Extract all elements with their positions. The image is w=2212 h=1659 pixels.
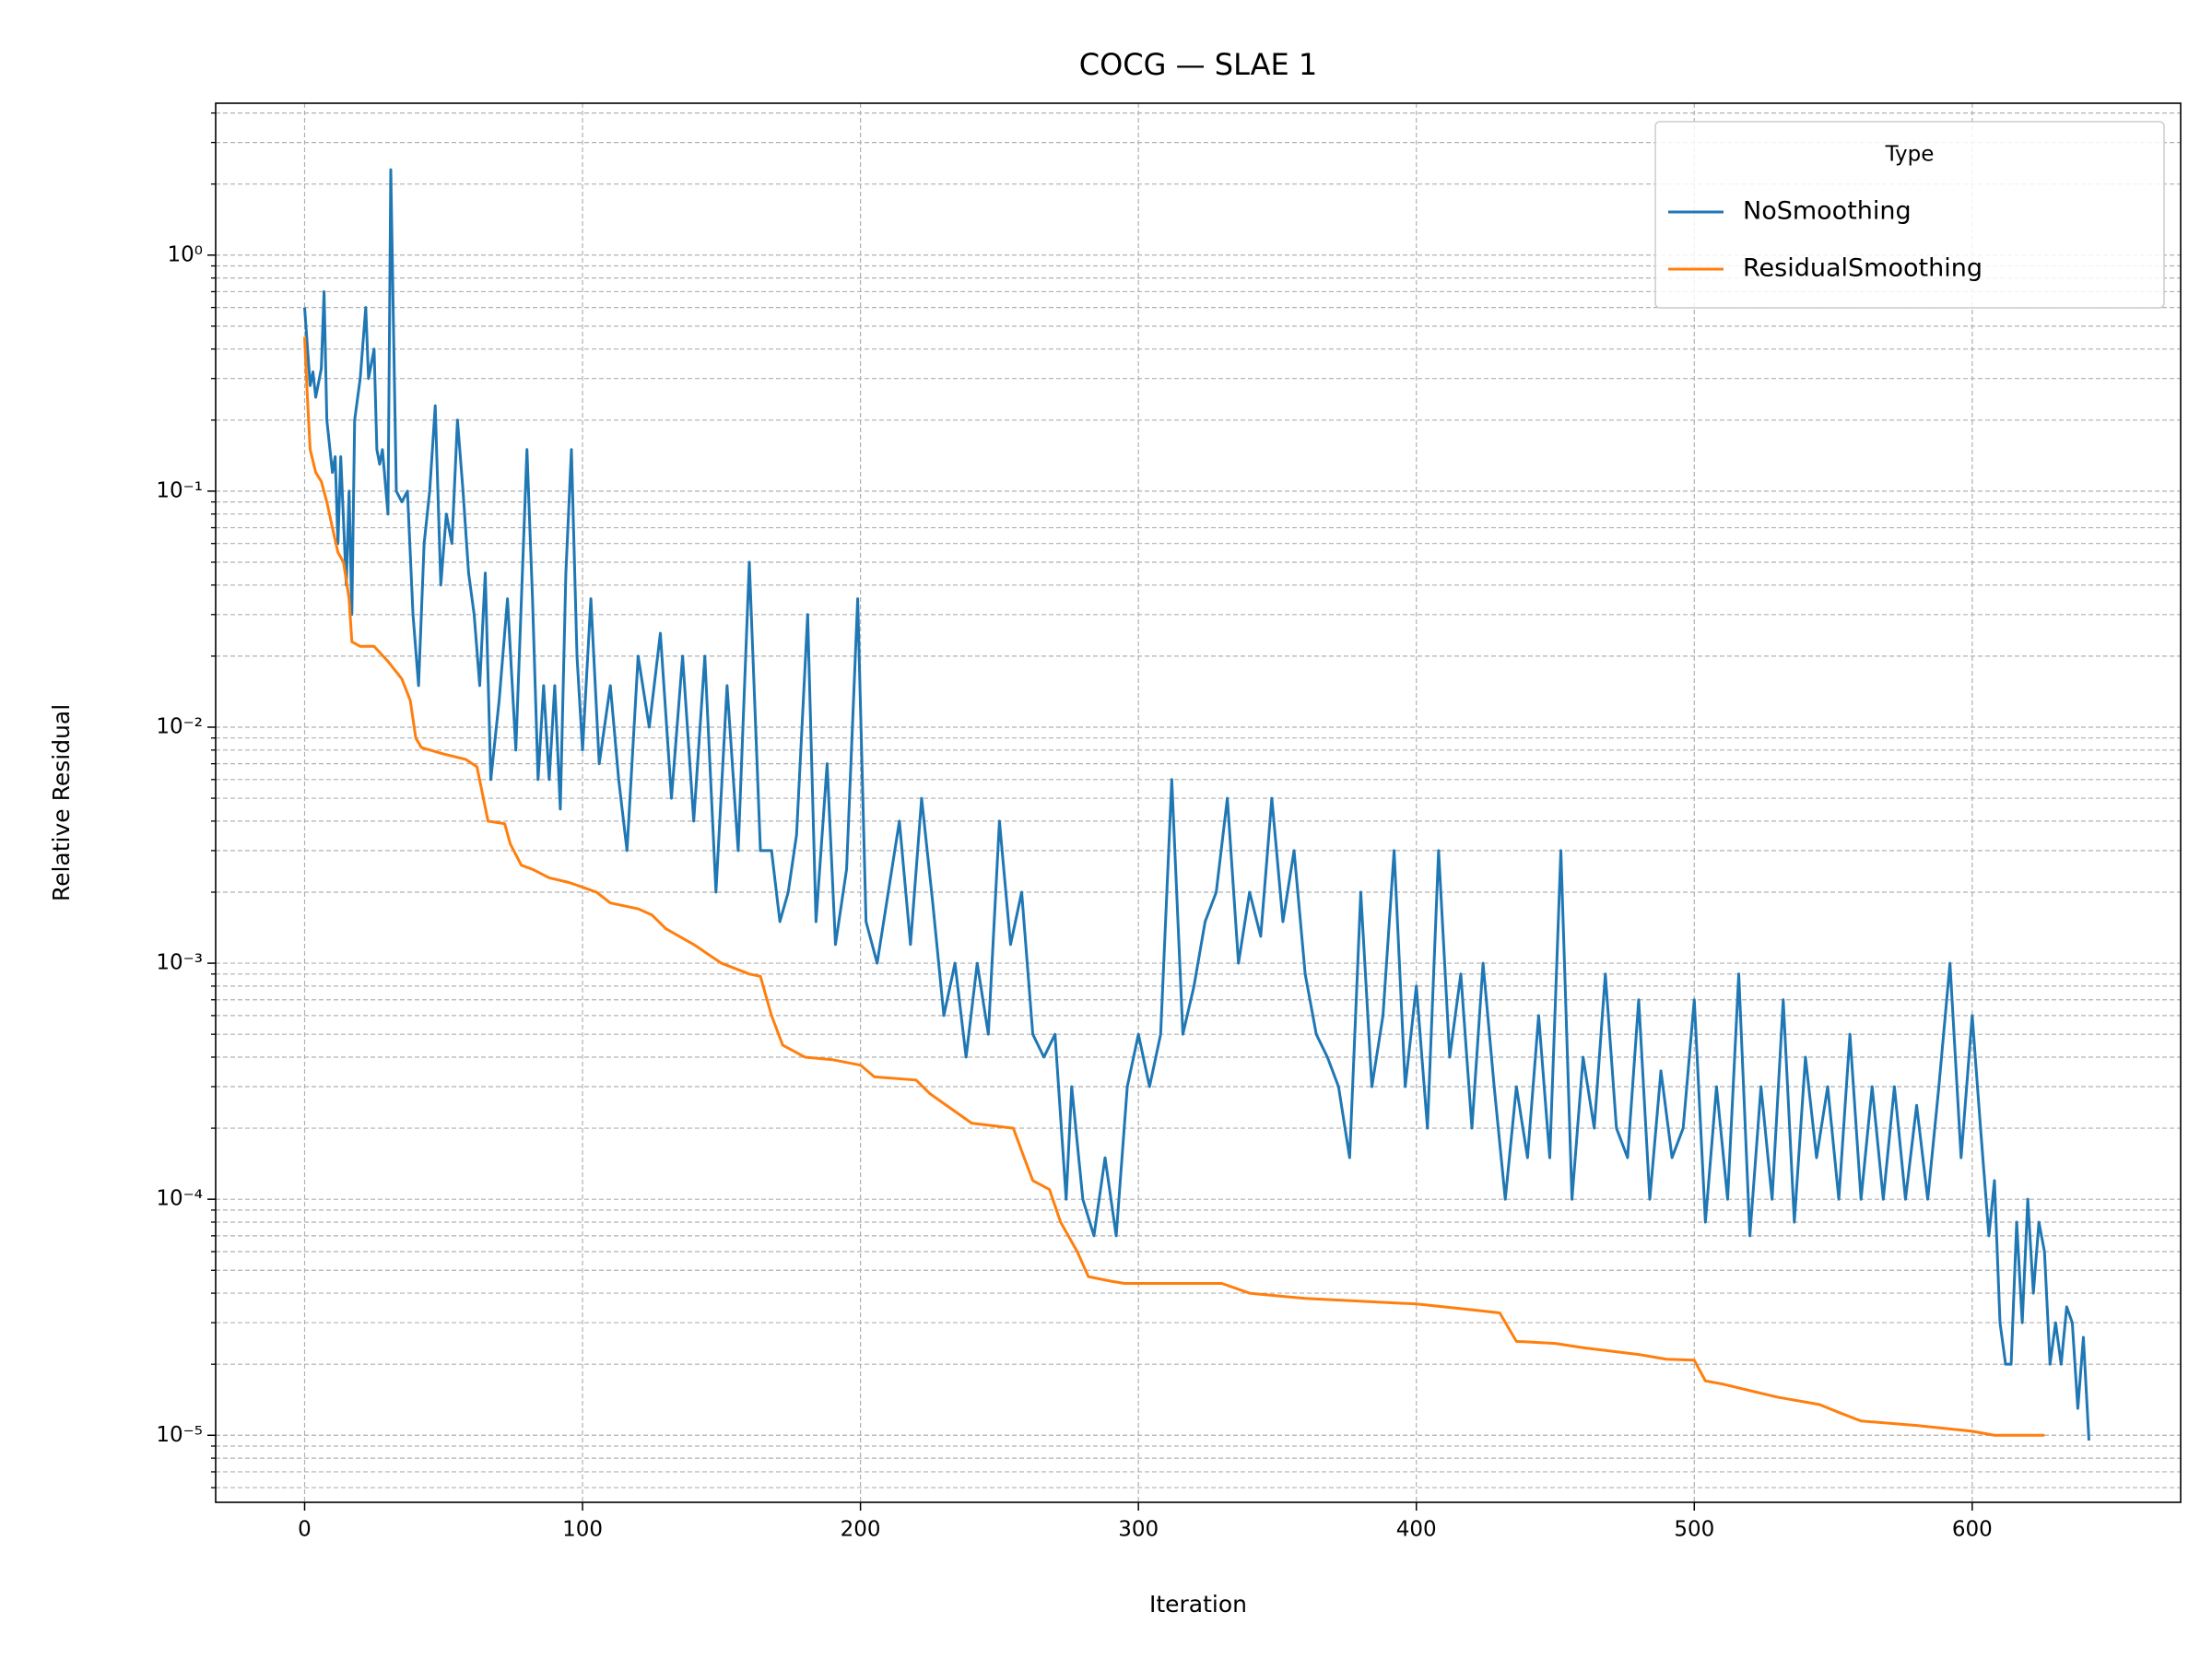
x-tick-label: 100 <box>562 1518 603 1542</box>
plot-frame <box>215 102 2182 1503</box>
y-tick-label: 10⁻⁵ <box>156 1423 203 1447</box>
x-tick-label: 0 <box>298 1518 312 1542</box>
x-tick-label: 600 <box>1952 1518 1993 1542</box>
legend-label: NoSmoothing <box>1743 197 1912 226</box>
legend-label: ResidualSmoothing <box>1743 254 1983 283</box>
x-tick-label: 300 <box>1118 1518 1159 1542</box>
legend-title: Type <box>1885 143 1935 167</box>
y-tick-label: 10⁻² <box>156 714 203 738</box>
y-tick-label: 10⁰ <box>168 242 204 266</box>
x-tick-label: 500 <box>1674 1518 1714 1542</box>
x-axis-label: Iteration <box>1149 1591 1247 1618</box>
x-tick-label: 400 <box>1396 1518 1437 1542</box>
chart-title: COCG — SLAE 1 <box>1079 47 1318 82</box>
series-line <box>303 336 2045 1437</box>
y-tick-label: 10⁻¹ <box>156 478 203 502</box>
series-line <box>303 168 2090 1441</box>
x-tick-label: 200 <box>841 1518 881 1542</box>
legend-box <box>1654 121 2165 309</box>
y-tick-label: 10⁻⁴ <box>156 1187 203 1211</box>
y-axis-label: Relative Residual <box>48 704 75 901</box>
y-tick-label: 10⁻³ <box>156 951 203 975</box>
